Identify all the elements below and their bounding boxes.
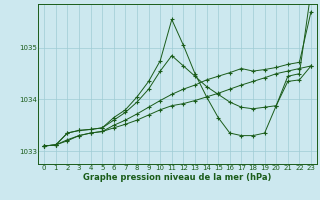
X-axis label: Graphe pression niveau de la mer (hPa): Graphe pression niveau de la mer (hPa) xyxy=(84,173,272,182)
